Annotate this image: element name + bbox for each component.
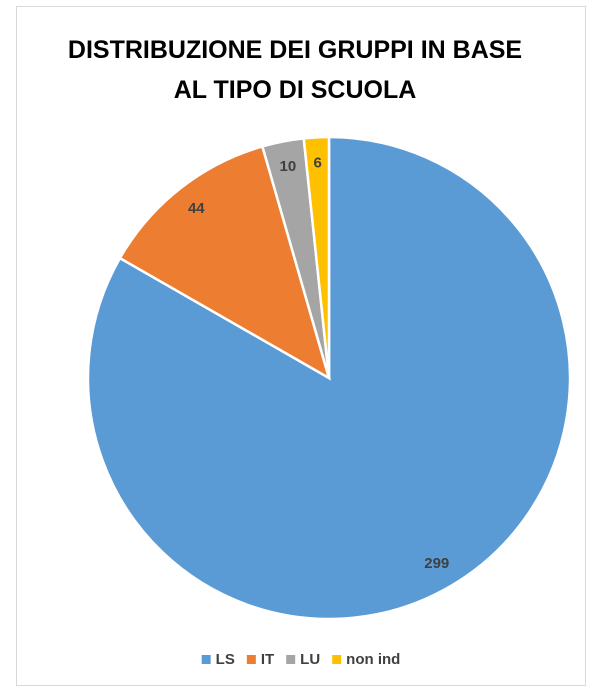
chart-title: DISTRIBUZIONE DEI GRUPPI IN BASE AL TIPO… xyxy=(67,36,523,104)
legend-label: LS xyxy=(216,651,235,668)
legend-label: non ind xyxy=(346,651,400,668)
legend-swatch xyxy=(332,655,342,664)
data-label: 299 xyxy=(424,555,449,572)
pie-slice xyxy=(302,135,331,379)
chart-frame xyxy=(16,6,586,686)
legend-swatch xyxy=(286,655,296,664)
legend-swatch xyxy=(246,655,256,664)
data-label: 44 xyxy=(188,200,205,217)
legend-swatch xyxy=(201,655,211,664)
data-label: 10 xyxy=(280,158,297,175)
legend-label: LU xyxy=(300,651,320,668)
legend-label: IT xyxy=(261,651,274,668)
pie-slice xyxy=(118,144,332,381)
data-label: 6 xyxy=(314,154,322,171)
